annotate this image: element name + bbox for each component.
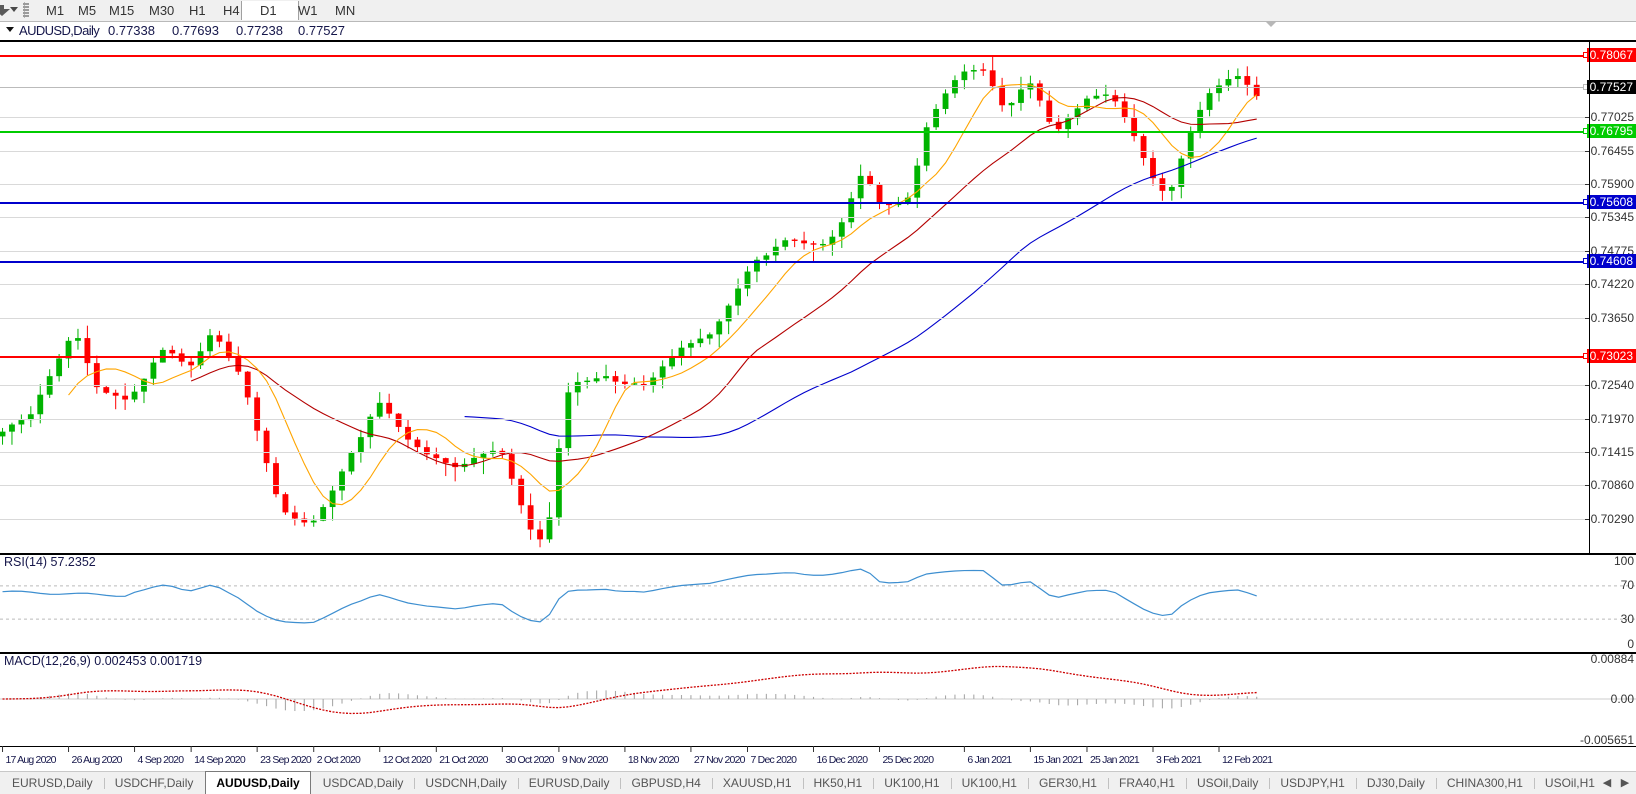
svg-text:4 Sep 2020: 4 Sep 2020 <box>138 754 185 766</box>
svg-text:2 Oct 2020: 2 Oct 2020 <box>317 754 361 766</box>
svg-text:15 Jan 2021: 15 Jan 2021 <box>1033 754 1083 766</box>
svg-text:23 Sep 2020: 23 Sep 2020 <box>260 754 312 766</box>
svg-text:14 Sep 2020: 14 Sep 2020 <box>194 754 246 766</box>
svg-text:12 Oct 2020: 12 Oct 2020 <box>383 754 432 766</box>
svg-text:26 Aug 2020: 26 Aug 2020 <box>72 754 123 766</box>
svg-text:25 Dec 2020: 25 Dec 2020 <box>883 754 935 766</box>
svg-text:17 Aug 2020: 17 Aug 2020 <box>6 754 57 766</box>
svg-text:3 Feb 2021: 3 Feb 2021 <box>1156 754 1202 766</box>
svg-text:25 Jan 2021: 25 Jan 2021 <box>1090 754 1140 766</box>
svg-text:12 Feb 2021: 12 Feb 2021 <box>1222 754 1273 766</box>
svg-text:6 Jan 2021: 6 Jan 2021 <box>967 754 1012 766</box>
svg-text:21 Oct 2020: 21 Oct 2020 <box>439 754 488 766</box>
svg-text:18 Nov 2020: 18 Nov 2020 <box>628 754 680 766</box>
svg-text:27 Nov 2020: 27 Nov 2020 <box>694 754 746 766</box>
svg-text:30 Oct 2020: 30 Oct 2020 <box>505 754 554 766</box>
svg-text:16 Dec 2020: 16 Dec 2020 <box>817 754 869 766</box>
svg-text:7 Dec 2020: 7 Dec 2020 <box>751 754 798 766</box>
svg-text:9 Nov 2020: 9 Nov 2020 <box>562 754 609 766</box>
